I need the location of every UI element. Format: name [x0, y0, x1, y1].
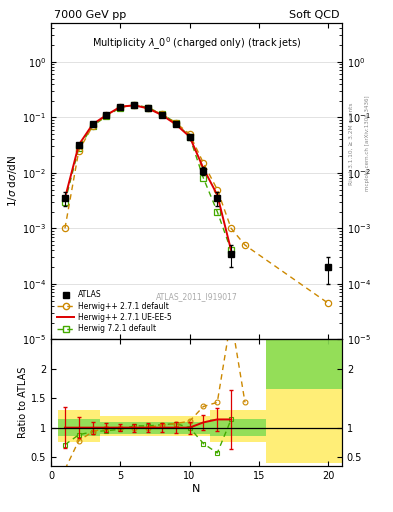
Legend: ATLAS, Herwig++ 2.7.1 default, Herwig++ 2.7.1 UE-EE-5, Herwig 7.2.1 default: ATLAS, Herwig++ 2.7.1 default, Herwig++ …	[55, 288, 174, 335]
Text: mcplots.cern.ch [arXiv:1306.3436]: mcplots.cern.ch [arXiv:1306.3436]	[365, 96, 370, 191]
X-axis label: N: N	[192, 483, 201, 494]
Y-axis label: Ratio to ATLAS: Ratio to ATLAS	[18, 367, 28, 438]
Text: 7000 GeV pp: 7000 GeV pp	[54, 10, 126, 20]
Text: Rivet 3.1.10, ≥ 3.2M events: Rivet 3.1.10, ≥ 3.2M events	[349, 102, 354, 185]
Y-axis label: 1/$\sigma$ d$\sigma$/dN: 1/$\sigma$ d$\sigma$/dN	[6, 155, 19, 207]
Text: ATLAS_2011_I919017: ATLAS_2011_I919017	[156, 292, 237, 302]
Text: Multiplicity $\lambda$_0$^0$ (charged only) (track jets): Multiplicity $\lambda$_0$^0$ (charged on…	[92, 36, 301, 52]
Text: Soft QCD: Soft QCD	[288, 10, 339, 20]
